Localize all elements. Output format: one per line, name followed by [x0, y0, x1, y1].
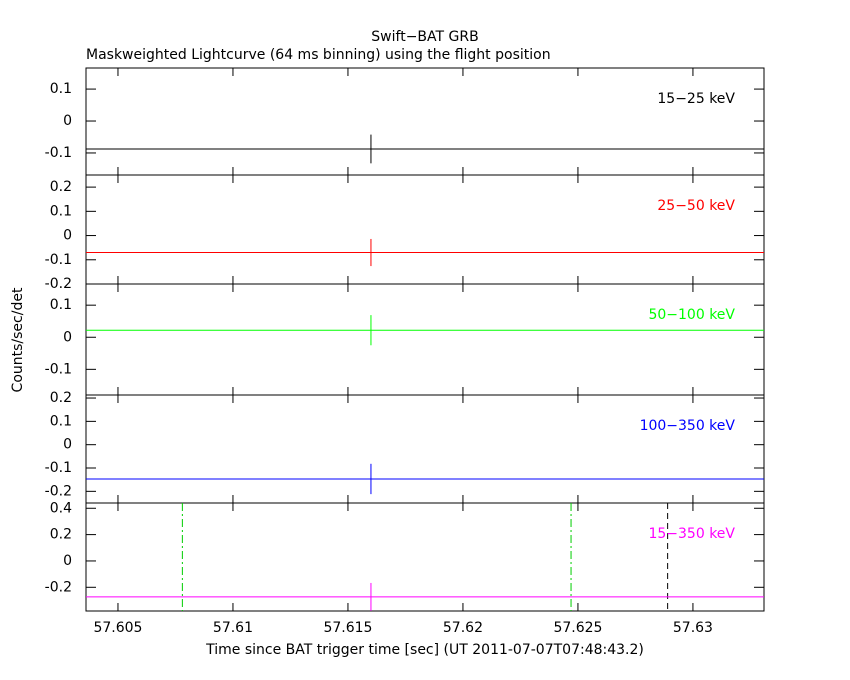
x-tick-label: 57.625	[553, 620, 602, 636]
y-tick-label: 0	[63, 329, 72, 345]
band-label: 15−350 keV	[648, 526, 735, 542]
y-tick-label: 0.2	[50, 527, 72, 543]
y-axis-label: Counts/sec/det	[10, 287, 26, 392]
y-tick-label: 0.1	[50, 81, 72, 97]
y-tick-label: 0	[63, 437, 72, 453]
panel-frame	[85, 174, 765, 285]
y-tick-label: -0.1	[45, 252, 72, 268]
y-tick-label: 0.2	[50, 179, 72, 195]
y-tick-label: 0.1	[50, 297, 72, 313]
band-label: 15−25 keV	[657, 91, 735, 107]
y-tick-label: -0.2	[45, 483, 72, 499]
x-tick-label: 57.63	[673, 620, 713, 636]
panel-frame	[85, 283, 765, 396]
chart-subtitle: Maskweighted Lightcurve (64 ms binning) …	[86, 47, 551, 63]
panel-frame	[85, 394, 765, 504]
y-tick-label: 0.2	[50, 390, 72, 406]
y-tick-label: -0.2	[45, 579, 72, 595]
y-tick-label: -0.1	[45, 460, 72, 476]
y-tick-label: -0.1	[45, 361, 72, 377]
band-label: 100−350 keV	[640, 418, 736, 434]
panel-frame	[85, 502, 765, 612]
y-tick-label: 0.1	[50, 413, 72, 429]
band-label: 50−100 keV	[648, 307, 735, 323]
y-tick-label: 0	[63, 228, 72, 244]
panel-frame	[85, 67, 765, 176]
chart-title: Swift−BAT GRB	[371, 29, 478, 45]
x-tick-label: 57.62	[443, 620, 483, 636]
y-tick-label: 0.1	[50, 203, 72, 219]
y-tick-label: -0.1	[45, 145, 72, 161]
y-tick-label: -0.2	[45, 276, 72, 292]
x-axis-label: Time since BAT trigger time [sec] (UT 20…	[205, 642, 644, 658]
y-tick-label: 0	[63, 113, 72, 129]
x-tick-label: 57.605	[93, 620, 142, 636]
x-tick-label: 57.61	[213, 620, 253, 636]
y-tick-label: 0.4	[50, 500, 72, 516]
band-label: 25−50 keV	[657, 198, 735, 214]
x-tick-label: 57.615	[323, 620, 372, 636]
y-tick-label: 0	[63, 553, 72, 569]
